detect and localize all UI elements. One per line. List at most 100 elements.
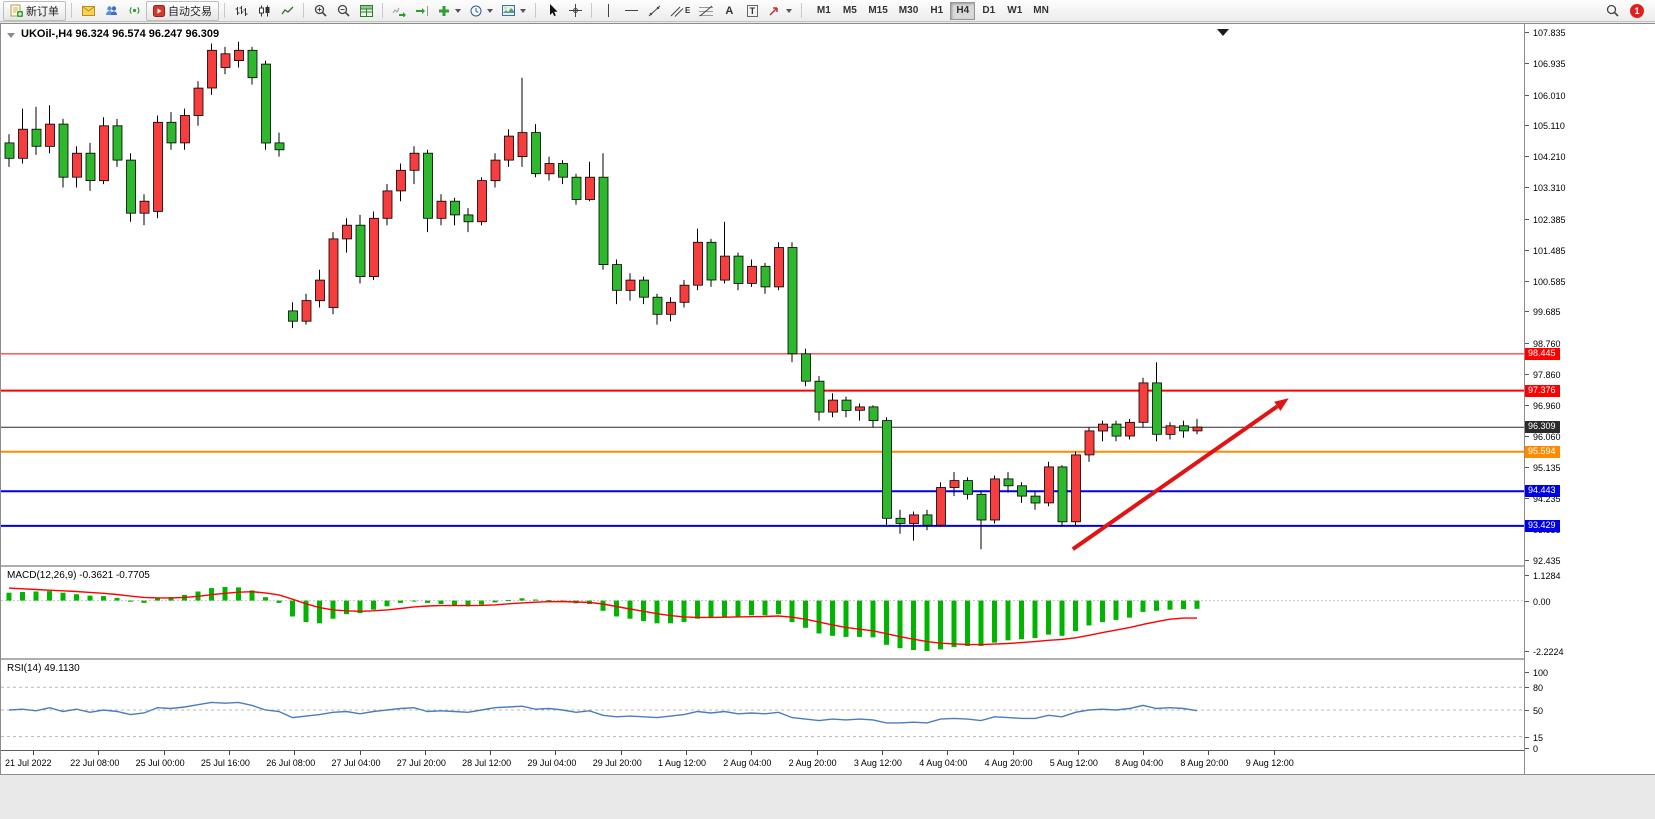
indicators-button[interactable] — [434, 1, 465, 21]
line-chart-button[interactable] — [276, 1, 298, 21]
crosshair-button[interactable] — [564, 1, 586, 21]
new-order-button[interactable]: 新订单 — [3, 0, 66, 21]
timeframe-button-m1[interactable]: M1 — [811, 2, 836, 20]
macd-histogram-bar — [1113, 600, 1119, 620]
macd-tick-label: 0.00 — [1533, 596, 1551, 607]
time-tick-mark — [1208, 751, 1210, 755]
timeframe-button-m15[interactable]: M15 — [863, 2, 892, 20]
time-tick-mark — [424, 751, 426, 755]
time-label: 29 Jul 04:00 — [527, 758, 577, 768]
macd-tick-mark — [1525, 600, 1529, 602]
toolbar-separator — [71, 3, 72, 18]
macd-pane[interactable]: MACD(12,26,9) -0.3621 -0.7705 — [1, 565, 1524, 658]
signal-button[interactable] — [123, 1, 145, 21]
macd-histogram-bar — [290, 600, 295, 617]
time-axis[interactable]: 21 Jul 2022 22 Jul 08:00 25 Jul 00:00 25 Ju… — [1, 750, 1524, 774]
periods-button[interactable] — [466, 1, 497, 21]
macd-histogram-bar — [870, 600, 876, 638]
textbox-tool-icon: T — [746, 4, 759, 17]
timeframe-button-h4[interactable]: H4 — [950, 1, 976, 20]
chart-title: UKOil-,H4 96.324 96.574 96.247 96.309 — [7, 28, 219, 40]
price-tag: 96.309 — [1525, 421, 1560, 434]
macd-histogram-bar — [6, 592, 12, 601]
price-axis[interactable]: 107.835 106.935 106.010 105.110 104.210 103.3… — [1525, 24, 1655, 774]
mail-button[interactable] — [77, 1, 99, 21]
time-tick-mark — [816, 751, 818, 755]
macd-histogram-bar — [816, 600, 822, 634]
text-label-button[interactable]: T — [741, 1, 763, 21]
rsi-pane[interactable]: RSI(14) 49.1130 — [1, 658, 1524, 750]
channel-label: E — [685, 6, 691, 15]
timeframe-button-m30[interactable]: M30 — [894, 2, 923, 20]
notification-badge[interactable]: 1 — [1630, 3, 1644, 18]
candlestick-chart[interactable] — [1, 24, 1524, 565]
macd-histogram-bar — [546, 600, 552, 602]
macd-histogram-bar — [236, 587, 241, 601]
equidistant-channel-button[interactable]: E — [666, 1, 694, 21]
timeframe-button-d1[interactable]: D1 — [976, 2, 1001, 20]
macd-histogram-bar — [722, 600, 727, 617]
macd-histogram-bar — [1019, 600, 1024, 640]
zoom-in-button[interactable] — [309, 1, 331, 21]
price-tick-label: 106.935 — [1533, 58, 1566, 69]
candle-body — [1017, 485, 1027, 497]
search-button[interactable] — [1601, 1, 1623, 21]
community-button[interactable] — [100, 1, 122, 21]
macd-histogram-bar — [776, 600, 781, 615]
horizontal-line-button[interactable] — [620, 1, 642, 21]
chevron-down-icon — [455, 8, 461, 13]
trendline-button[interactable] — [643, 1, 665, 21]
time-tick-mark — [947, 751, 949, 755]
macd-histogram-bar — [519, 598, 525, 601]
chevron-down-icon — [786, 8, 793, 13]
candle-body — [868, 406, 879, 421]
price-tick-mark — [1525, 311, 1529, 313]
tile-windows-button[interactable] — [355, 1, 377, 21]
candle-body — [1030, 495, 1041, 504]
vertical-line-button[interactable] — [597, 1, 619, 21]
shift-end-marker-icon[interactable] — [1217, 29, 1229, 36]
candle-body — [1138, 382, 1149, 423]
price-tag: 93.429 — [1525, 519, 1560, 532]
candlestick-button[interactable] — [253, 1, 275, 21]
candle-body — [247, 49, 258, 79]
zoom-out-icon — [337, 4, 350, 17]
auto-scroll-button[interactable] — [388, 1, 410, 21]
price-tick-label: 102.385 — [1533, 214, 1566, 225]
candle-body — [369, 217, 379, 278]
fibonacci-button[interactable] — [695, 1, 717, 21]
macd-histogram-bar — [452, 600, 457, 606]
candle-body — [504, 135, 514, 161]
time-tick-mark — [98, 751, 100, 755]
arrows-button[interactable] — [764, 1, 796, 21]
macd-histogram-bar — [1032, 600, 1038, 638]
macd-histogram-bar — [600, 600, 606, 611]
autotrading-button[interactable]: 自动交易 — [146, 0, 219, 21]
toolbar-separator — [801, 3, 803, 18]
macd-histogram-bar — [533, 599, 538, 601]
chart-dropdown-icon[interactable] — [7, 32, 15, 38]
candle-body — [18, 128, 28, 159]
time-label: 9 Aug 12:00 — [1245, 758, 1294, 768]
price-tick-label: 97.860 — [1533, 370, 1561, 380]
candle-body — [1192, 426, 1203, 432]
templates-button[interactable] — [498, 1, 530, 21]
main-chart-pane[interactable]: UKOil-,H4 96.324 96.574 96.247 96.309 — [1, 24, 1524, 565]
candle-body — [1044, 466, 1054, 504]
zoom-out-button[interactable] — [332, 1, 354, 21]
cursor-button[interactable] — [541, 1, 563, 21]
price-tick-mark — [1525, 560, 1529, 561]
timeframe-button-w1[interactable]: W1 — [1002, 2, 1027, 20]
chart-shift-button[interactable] — [411, 1, 433, 21]
macd-chart[interactable] — [1, 567, 1524, 658]
timeframe-button-h1[interactable]: H1 — [924, 2, 949, 20]
rsi-tick-label: 15 — [1533, 732, 1544, 743]
rsi-chart[interactable] — [1, 660, 1524, 750]
trend-arrow[interactable] — [1071, 404, 1279, 551]
text-button[interactable]: A — [718, 1, 740, 21]
macd-histogram-bar — [681, 600, 687, 623]
bar-chart-button[interactable] — [230, 1, 252, 21]
timeframe-button-mn[interactable]: MN — [1028, 2, 1054, 20]
candle-body — [909, 514, 919, 524]
timeframe-button-m5[interactable]: M5 — [837, 2, 862, 20]
